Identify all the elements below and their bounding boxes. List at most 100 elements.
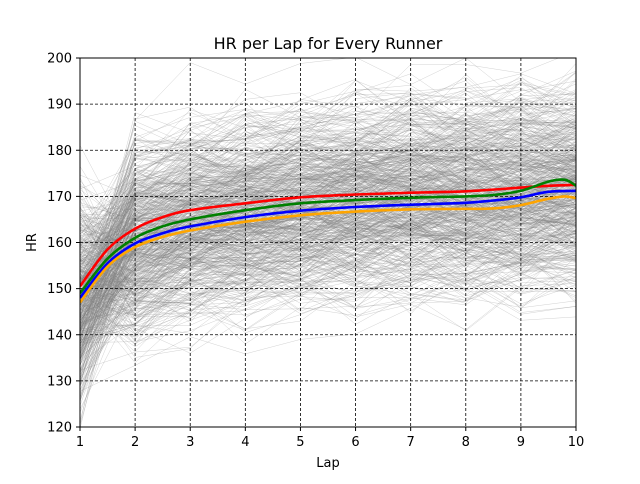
runner-line: [80, 189, 576, 276]
runner-line: [80, 143, 576, 262]
runner-line: [80, 201, 576, 254]
runner-line: [80, 124, 576, 223]
runner-line: [80, 129, 576, 318]
runner-line: [80, 174, 576, 240]
runner-line: [80, 203, 576, 289]
runner-line: [80, 217, 576, 334]
runner-line: [80, 72, 576, 317]
runner-line: [80, 199, 576, 413]
runner-line: [80, 182, 576, 279]
runner-line: [80, 142, 576, 331]
runner-line: [80, 173, 576, 287]
runner-line: [80, 260, 576, 329]
runner-line: [80, 108, 576, 238]
runner-line: [80, 220, 576, 344]
runner-line: [80, 213, 576, 317]
runner-line: [80, 217, 576, 325]
runner-line: [80, 160, 576, 287]
runner-line: [80, 107, 576, 248]
y-tick-label: 180: [47, 144, 72, 159]
runner-line: [80, 226, 576, 344]
runner-line: [80, 118, 576, 276]
y-tick-label: 120: [47, 421, 72, 436]
runner-line: [80, 184, 576, 273]
runner-line: [80, 99, 576, 225]
runner-line: [80, 281, 576, 392]
runner-line: [80, 221, 576, 317]
x-tick-label: 2: [131, 435, 139, 450]
runner-line: [80, 137, 576, 343]
y-tick-label: 140: [47, 328, 72, 343]
runner-line: [80, 114, 576, 254]
runner-line: [80, 224, 576, 349]
runner-line: [80, 129, 576, 295]
runner-line: [80, 246, 576, 297]
runner-line: [80, 172, 576, 245]
runner-line: [80, 147, 576, 314]
runner-line: [80, 239, 576, 327]
runner-line: [80, 269, 576, 332]
x-tick-label: 10: [568, 435, 585, 450]
runner-line: [80, 187, 576, 284]
runner-line: [80, 205, 576, 273]
runner-line: [80, 264, 576, 358]
runner-line: [80, 162, 576, 281]
runner-line: [80, 209, 576, 288]
runner-line: [80, 58, 560, 287]
runner-line: [80, 87, 576, 262]
runner-line: [80, 195, 576, 351]
runner-line: [80, 99, 576, 332]
runner-line: [80, 196, 576, 355]
runner-line: [80, 115, 576, 272]
runner-line: [80, 150, 576, 251]
runner-line: [80, 181, 576, 324]
runner-line: [80, 156, 576, 346]
runner-line: [80, 257, 576, 335]
runner-line: [80, 191, 576, 345]
runner-line: [80, 118, 576, 246]
runner-line: [80, 216, 576, 321]
runner-line: [80, 254, 576, 315]
runner-line: [80, 200, 576, 261]
runner-line: [80, 115, 576, 315]
runner-line: [80, 119, 576, 361]
runner-line: [80, 138, 576, 279]
runner-line: [80, 122, 576, 286]
runner-line: [80, 276, 576, 331]
runner-line: [80, 187, 576, 360]
runner-line: [80, 159, 576, 337]
runner-line: [80, 236, 576, 348]
runner-line: [80, 211, 576, 324]
runner-line: [80, 120, 576, 360]
runner-line: [80, 122, 576, 241]
runner-line: [80, 121, 576, 335]
runner-line: [80, 116, 576, 264]
runner-line: [80, 105, 576, 382]
runner-line: [80, 134, 576, 330]
runner-line: [80, 232, 576, 312]
runner-line: [80, 216, 576, 371]
runner-line: [80, 80, 576, 300]
x-tick-label: 1: [76, 435, 84, 450]
runner-line: [80, 121, 576, 273]
runner-line: [80, 249, 576, 319]
runner-line: [80, 119, 576, 284]
runner-line: [80, 239, 576, 315]
runner-line: [80, 130, 576, 311]
runner-line: [80, 271, 576, 334]
runner-line: [80, 73, 576, 305]
runner-line: [80, 166, 576, 295]
runner-line: [80, 119, 576, 300]
series-line-3: [80, 189, 576, 299]
runner-line: [80, 227, 576, 387]
y-tick-label: 130: [47, 374, 72, 389]
runner-line: [80, 189, 576, 320]
runner-line: [80, 117, 576, 309]
runner-line: [80, 99, 576, 371]
runner-line: [80, 232, 576, 390]
runner-line: [80, 130, 576, 256]
runner-line: [80, 253, 576, 319]
runner-line: [80, 215, 576, 386]
runner-line: [80, 121, 576, 255]
